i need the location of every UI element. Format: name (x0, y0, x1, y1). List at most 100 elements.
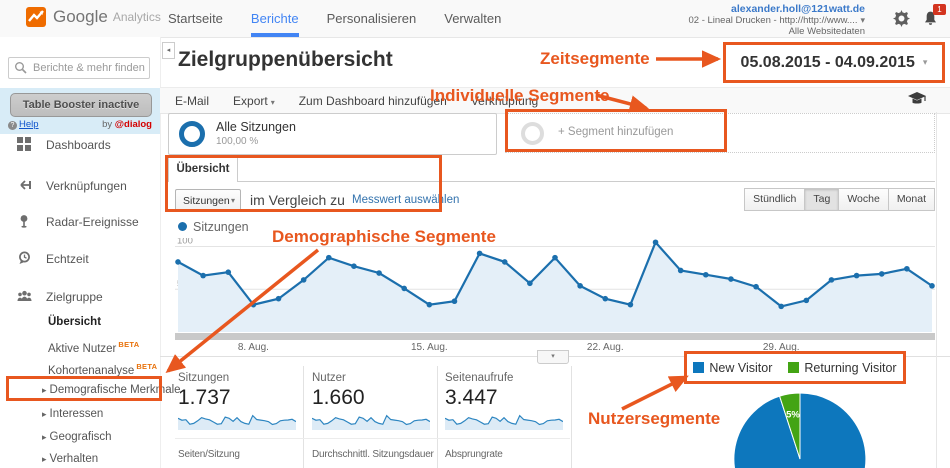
booster-help-link: Help (19, 119, 39, 130)
sidebar-item-radar-ereignisse[interactable]: Radar-Ereignisse (0, 213, 160, 231)
expand-triangle-icon: ▸ (42, 409, 47, 419)
sparkline-nutzer (312, 414, 430, 430)
sidebar-item-demografische-merkmale[interactable]: ▸ Demografische Merkmale (42, 384, 181, 396)
sidebar-item-geografisch[interactable]: ▸ Geografisch (42, 431, 112, 443)
audience-people-icon (17, 290, 32, 301)
tab-strip-divider (168, 181, 935, 182)
nav-personalisieren[interactable]: Personalisieren (326, 11, 417, 26)
svg-text:5%: 5% (786, 410, 800, 421)
account-property: 02 - Lineal Drucken - http://http://www.… (688, 15, 858, 26)
x-axis-tick: 15. Aug. (410, 342, 448, 353)
chart-overview-scrollbar[interactable] (175, 333, 935, 340)
chevron-down-icon: ▾ (922, 57, 928, 67)
metric-label-absprungrate[interactable]: Absprungrate (445, 449, 503, 460)
export-button[interactable]: Export ▾ (233, 93, 275, 108)
brand-analytics: Analytics (112, 10, 161, 24)
date-range-picker[interactable]: 05.08.2015 - 04.09.2015 ▾ (723, 42, 945, 83)
sidebar-item-verknuepfungen[interactable]: Verknüpfungen (0, 177, 160, 195)
column-divider (437, 366, 438, 468)
nav-startseite[interactable]: Startseite (168, 11, 223, 26)
sidebar-item-verhalten[interactable]: ▸ Verhalten (42, 453, 99, 465)
visitor-type-pie-chart[interactable]: 5% (730, 389, 870, 468)
sparkline-seitenaufrufe (445, 414, 563, 430)
row-divider (175, 438, 570, 439)
page-title: Zielgruppenübersicht (178, 48, 393, 71)
granularity-tag[interactable]: Tag (804, 188, 840, 211)
metric-label-seiten-sitzung[interactable]: Seiten/Sitzung (178, 449, 240, 460)
account-switcher[interactable]: alexander.holl@121watt.de 02 - Lineal Dr… (660, 3, 866, 38)
sidebar-item-kohortenanalyse[interactable]: Kohortenanalyse BETA (48, 362, 158, 377)
segment-value: 100,00 % (216, 136, 259, 147)
new-visitor-swatch-icon (693, 362, 705, 373)
metric-select-dropdown[interactable]: Sitzungen ▾ (175, 189, 241, 211)
sparkline-sitzungen (178, 414, 296, 430)
question-icon: ? (8, 121, 17, 130)
column-divider (571, 366, 572, 468)
visitor-type-legend: New Visitor Returning Visitor (684, 351, 906, 384)
app-header: Google Analytics Startseite Berichte Per… (0, 0, 950, 38)
settings-gear-icon[interactable] (893, 10, 910, 27)
notifications-bell-icon[interactable] (922, 10, 939, 27)
sidebar-item-uebersicht[interactable]: Übersicht (48, 316, 102, 328)
academy-gradcap-icon[interactable] (908, 92, 926, 106)
sidebar: Table Booster inactive ?Help by @dialog … (0, 37, 181, 468)
arrow-nutzersegmente (621, 375, 689, 411)
metric-card-nutzer[interactable]: Nutzer 1.660 (312, 372, 434, 434)
granularity-stuendlich[interactable]: Stündlich (744, 188, 806, 211)
metric-card-sitzungen[interactable]: Sitzungen 1.737 (178, 372, 300, 434)
main-nav: Startseite Berichte Personalisieren Verw… (168, 0, 501, 37)
realtime-clock-icon (19, 251, 30, 264)
add-segment-button[interactable]: + Segment hinzufügen (505, 113, 935, 153)
annotation-individuelle-segmente: Individuelle Segmente (430, 86, 610, 105)
column-divider (303, 366, 304, 468)
returning-visitor-swatch-icon (788, 362, 800, 373)
x-axis-tick: 29. Aug. (762, 342, 800, 353)
segment-donut-icon (179, 121, 205, 147)
annotation-demographische-segmente: Demographische Segmente (272, 227, 496, 246)
sessions-line-chart[interactable]: 50100 (175, 238, 935, 332)
select-metric-link[interactable]: Messwert auswählen (352, 194, 460, 206)
expand-triangle-icon: ▸ (42, 454, 47, 464)
sidebar-item-echtzeit[interactable]: Echtzeit (0, 250, 160, 268)
sidebar-item-aktive-nutzer[interactable]: Aktive Nutzer BETA (48, 340, 140, 355)
sidebar-item-zielgruppe[interactable]: Zielgruppe (0, 288, 160, 306)
sidebar-item-interessen[interactable]: ▸ Interessen (42, 408, 104, 420)
google-analytics-logo[interactable]: Google Analytics (26, 7, 161, 27)
nav-berichte[interactable]: Berichte (251, 0, 299, 37)
dashboards-grid-icon (17, 137, 31, 151)
granularity-switch: Stündlich Tag Woche Monat (744, 188, 935, 211)
chevron-down-icon: ▾ (860, 15, 865, 25)
add-to-dashboard-button[interactable]: Zum Dashboard hinzufügen (298, 93, 447, 108)
account-view: Alle Websitedaten (788, 26, 865, 37)
sidebar-collapse-button[interactable]: ◂ (162, 42, 175, 59)
vs-label: im Vergleich zu (250, 192, 345, 208)
chart-legend: Sitzungen (178, 220, 249, 234)
table-booster-button[interactable]: Table Booster inactive (10, 93, 152, 117)
table-booster-panel: Table Booster inactive ? Help by @dialog (0, 88, 160, 134)
annotation-nutzersegmente: Nutzersegmente (588, 409, 721, 428)
collapse-chart-button[interactable]: ▾ (537, 350, 569, 364)
x-axis-tick: 22. Aug. (586, 342, 624, 353)
shortcuts-arrow-icon (20, 180, 31, 190)
metric-label-sitzungsdauer[interactable]: Durchschnittl. Sitzungsdauer (312, 449, 434, 460)
report-search (8, 57, 150, 79)
search-input[interactable] (8, 57, 150, 79)
tab-uebersicht[interactable]: Übersicht (168, 156, 238, 182)
metric-card-seitenaufrufe[interactable]: Seitenaufrufe 3.447 (445, 372, 567, 434)
sidebar-item-dashboards[interactable]: Dashboards (0, 136, 160, 154)
radar-pin-icon (20, 215, 28, 228)
chevron-down-icon: ▾ (230, 196, 235, 205)
segment-all-sessions[interactable]: Alle Sitzungen 100,00 % (168, 113, 497, 155)
chevron-down-icon: ▾ (270, 97, 275, 107)
shortcut-button[interactable]: Verknüpfung (470, 93, 539, 108)
annotation-zeitsegmente: Zeitsegmente (540, 49, 650, 68)
legend-returning-visitor: Returning Visitor (788, 361, 897, 375)
account-email: alexander.holl@121watt.de (731, 3, 865, 15)
nav-verwalten[interactable]: Verwalten (444, 11, 502, 26)
segment-label: Alle Sitzungen (216, 120, 296, 134)
email-button[interactable]: E-Mail (175, 93, 210, 108)
granularity-monat[interactable]: Monat (887, 188, 935, 211)
segment-circle-icon (521, 122, 544, 145)
granularity-woche[interactable]: Woche (838, 188, 889, 211)
notification-count-badge: 1 (933, 4, 946, 15)
